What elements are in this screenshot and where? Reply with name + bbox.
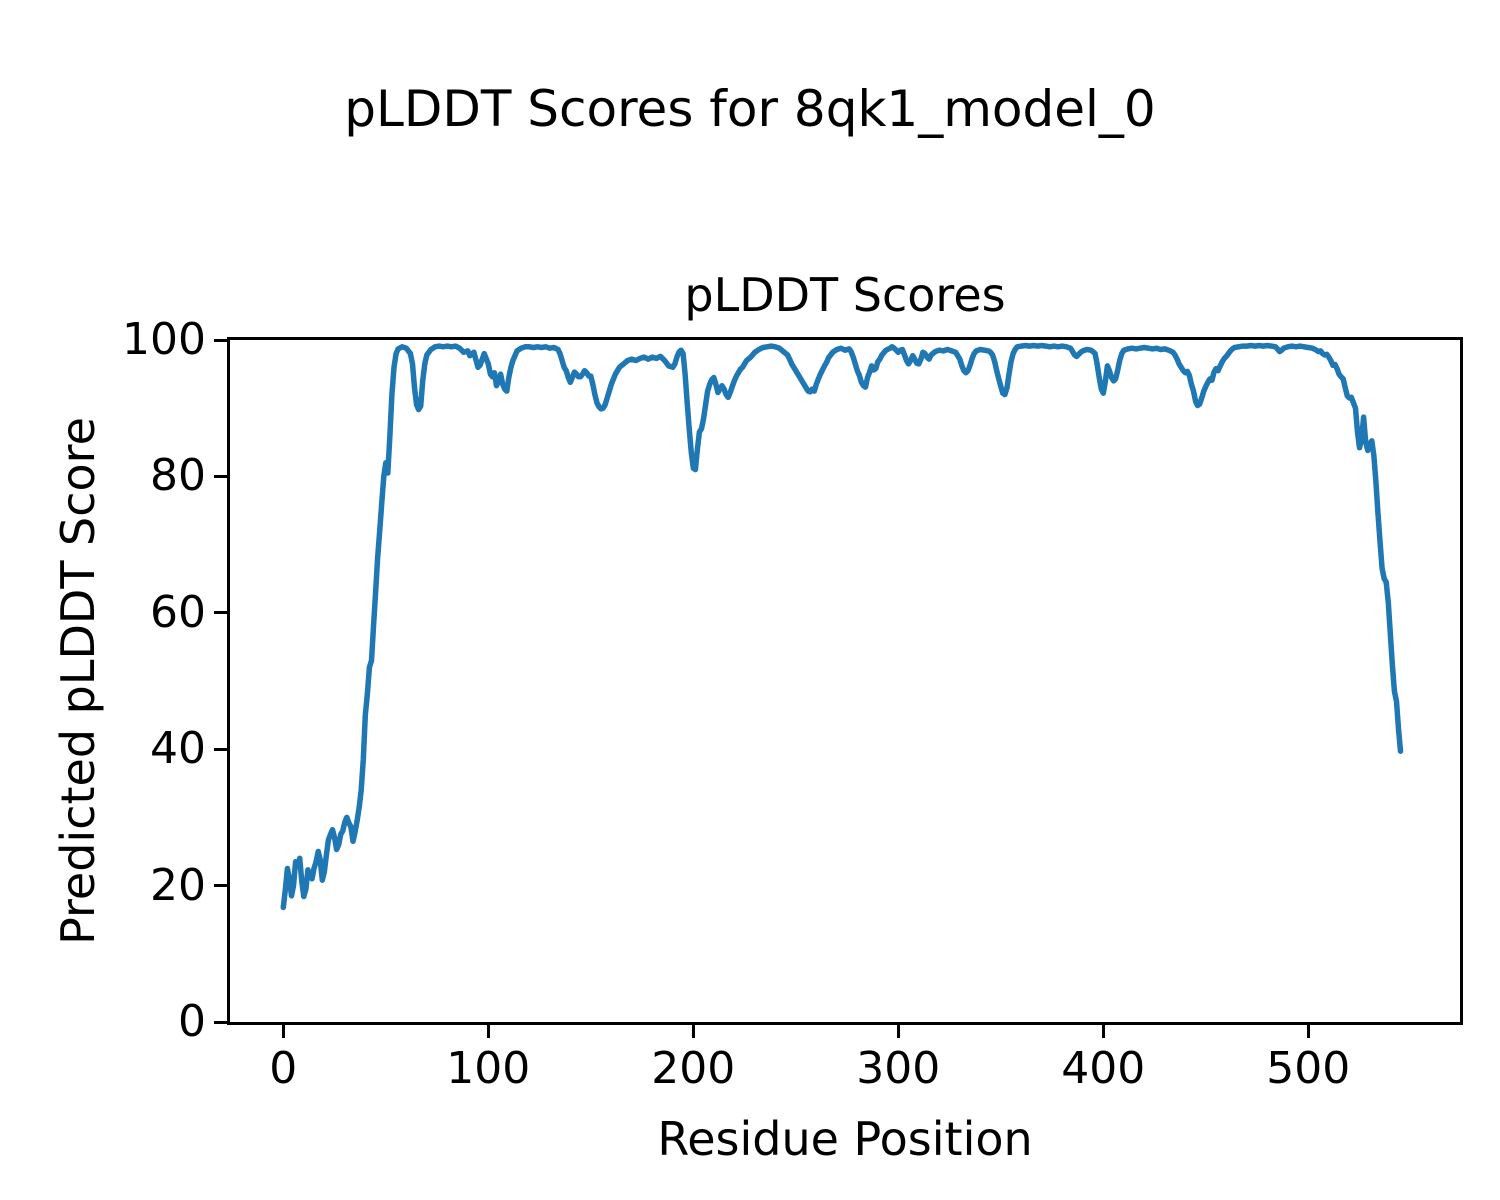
y-tick-label: 100 [122,314,206,365]
x-tick-label: 300 [856,1043,941,1094]
y-tick-mark [214,474,227,478]
x-tick-mark [486,1025,490,1038]
x-tick-mark [896,1025,900,1038]
x-tick-mark [1306,1025,1310,1038]
figure-title: pLDDT Scores for 8qk1_model_0 [344,80,1156,138]
y-tick-label: 0 [178,996,206,1047]
y-tick-mark [214,338,227,342]
y-tick-label: 80 [150,450,206,502]
y-tick-label: 20 [150,859,206,911]
y-tick-mark [214,611,227,615]
y-tick-mark [214,1020,227,1024]
x-tick-label: 200 [651,1043,736,1094]
x-axis-label: Residue Position [657,1112,1033,1166]
x-tick-label: 500 [1266,1043,1351,1094]
x-tick-label: 100 [446,1043,531,1094]
y-tick-label: 40 [150,723,206,775]
plddt-line-chart [280,342,1404,911]
x-tick-mark [1101,1025,1105,1038]
axes-title: pLDDT Scores [684,268,1006,322]
y-tick-mark [214,884,227,888]
y-tick-label: 60 [150,586,206,638]
x-tick-label: 400 [1061,1043,1146,1094]
x-tick-mark [691,1025,695,1038]
y-tick-mark [214,747,227,751]
plddt-line [280,342,1404,911]
plot-area [227,337,1463,1025]
x-tick-mark [281,1025,285,1038]
x-tick-label: 0 [269,1043,298,1094]
